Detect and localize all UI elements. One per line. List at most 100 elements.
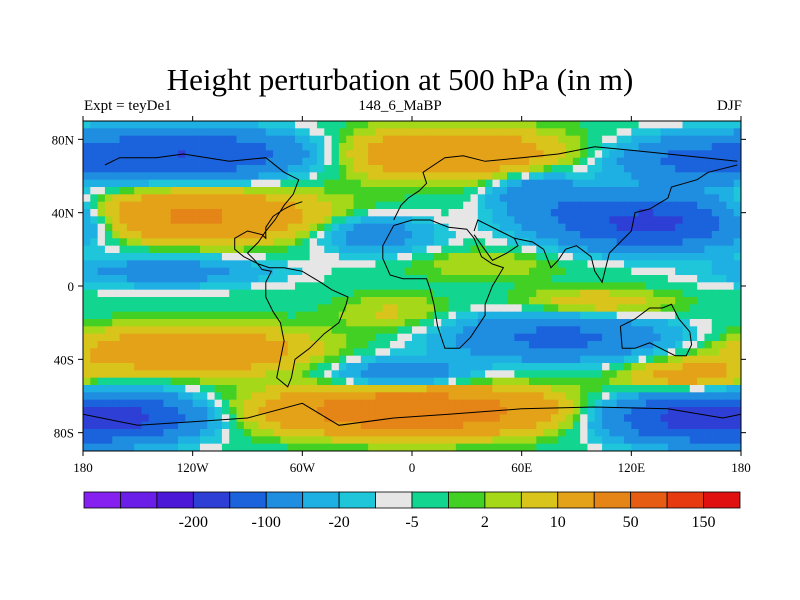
contour-cell <box>375 429 384 437</box>
contour-cell <box>528 245 537 254</box>
contour-cell <box>689 179 698 188</box>
contour-cell <box>119 253 128 261</box>
contour-cell <box>667 135 676 144</box>
contour-cell <box>273 436 281 445</box>
contour-cell <box>587 157 596 166</box>
contour-cell <box>719 143 727 151</box>
contour-cell <box>368 172 377 181</box>
contour-cell <box>324 414 333 423</box>
contour-cell <box>572 429 581 437</box>
contour-cell <box>441 216 450 225</box>
contour-cell <box>265 407 274 415</box>
contour-cell <box>594 429 603 437</box>
contour-cell <box>397 407 406 415</box>
contour-cell <box>324 341 333 349</box>
contour-cell <box>426 121 435 129</box>
contour-cell <box>375 319 384 327</box>
contour-cell <box>631 187 640 195</box>
colorbar-swatch <box>375 491 413 509</box>
contour-cell <box>148 223 157 232</box>
contour-cell <box>412 377 420 386</box>
contour-cell <box>528 370 537 379</box>
contour-cell <box>112 355 121 364</box>
contour-cell <box>528 231 537 239</box>
contour-cell <box>119 282 128 291</box>
contour-cell <box>324 333 333 342</box>
contour-cell <box>565 245 574 254</box>
contour-cell <box>346 121 355 129</box>
contour-cell <box>199 363 208 371</box>
contour-cell <box>602 201 610 210</box>
contour-cell <box>163 355 172 364</box>
contour-cell <box>221 260 230 269</box>
contour-cell <box>419 157 428 166</box>
contour-cell <box>287 282 296 291</box>
contour-cell <box>134 414 143 423</box>
contour-cell <box>302 157 311 166</box>
contour-cell <box>470 348 479 357</box>
contour-cell <box>565 311 574 320</box>
contour-cell <box>324 421 333 430</box>
contour-cell <box>485 326 494 335</box>
contour-cell <box>733 179 741 188</box>
contour-cell <box>419 436 428 445</box>
contour-cell <box>97 121 106 129</box>
contour-cell <box>675 275 684 283</box>
contour-cell <box>558 429 567 437</box>
contour-cell <box>441 157 450 166</box>
contour-cell <box>624 201 632 210</box>
contour-cell <box>83 333 91 342</box>
contour-cell <box>141 135 150 144</box>
contour-cell <box>338 209 347 217</box>
contour-cell <box>368 216 377 225</box>
contour-cell <box>273 282 281 291</box>
contour-cell <box>324 165 333 173</box>
contour-cell <box>711 223 720 232</box>
contour-cell <box>353 289 362 298</box>
contour-cell <box>675 245 684 254</box>
contour-cell <box>156 282 165 291</box>
contour-cell <box>404 363 413 371</box>
contour-cell <box>587 399 596 408</box>
contour-cell <box>243 121 252 129</box>
contour-cell <box>580 172 589 181</box>
contour-cell <box>287 128 296 137</box>
contour-cell <box>375 443 384 451</box>
contour-cell <box>382 194 391 203</box>
contour-cell <box>536 297 545 305</box>
contour-cell <box>90 172 99 181</box>
contour-cell <box>485 128 494 137</box>
contour-cell <box>207 289 216 298</box>
contour-cell <box>280 385 289 393</box>
contour-cell <box>499 245 508 254</box>
contour-cell <box>185 165 194 173</box>
contour-cell <box>470 297 479 305</box>
contour-fill <box>83 121 741 451</box>
contour-cell <box>368 223 377 232</box>
contour-cell <box>221 407 230 415</box>
contour-cell <box>653 216 662 225</box>
contour-cell <box>536 399 545 408</box>
contour-cell <box>499 209 508 217</box>
contour-cell <box>185 355 194 364</box>
contour-cell <box>572 326 581 335</box>
contour-cell <box>507 194 515 203</box>
contour-cell <box>265 194 274 203</box>
contour-cell <box>104 319 113 327</box>
contour-cell <box>645 157 654 166</box>
contour-cell <box>141 150 150 159</box>
contour-cell <box>126 275 135 283</box>
contour-cell <box>258 157 267 166</box>
contour-cell <box>185 304 194 313</box>
contour-cell <box>616 319 625 327</box>
contour-cell <box>660 436 669 445</box>
contour-cell <box>265 326 274 335</box>
contour-cell <box>207 223 216 232</box>
contour-cell <box>602 311 610 320</box>
contour-cell <box>141 216 150 225</box>
contour-cell <box>251 157 260 166</box>
contour-cell <box>207 443 216 451</box>
contour-cell <box>141 341 150 349</box>
contour-cell <box>514 267 523 276</box>
contour-cell <box>338 128 347 137</box>
